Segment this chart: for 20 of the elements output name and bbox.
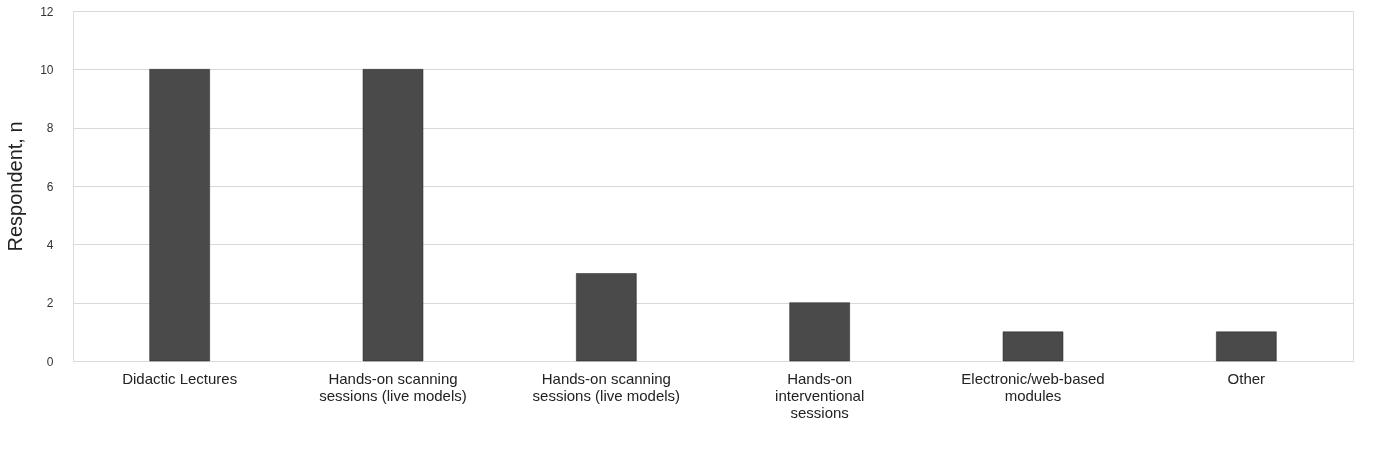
bar	[1216, 331, 1277, 362]
y-axis-title: Respondent, n	[4, 121, 27, 252]
y-tick-label: 10	[40, 62, 54, 77]
x-tick-label: Other	[1227, 369, 1266, 387]
x-tick-label: Didactic Lectures	[122, 369, 238, 387]
x-tick-label: Hands-on scanning sessions (live models)	[319, 369, 467, 404]
x-tick-label: Electronic/web-based modules	[961, 369, 1105, 404]
x-tick-label: Hands-on interventional sessions	[775, 369, 865, 421]
y-tick-label: 2	[46, 296, 54, 311]
x-tick-label: Hands-on scanning sessions (live models)	[532, 369, 681, 404]
bar	[149, 69, 210, 362]
bar	[1002, 331, 1064, 362]
bar	[789, 302, 850, 362]
y-tick-label: 0	[46, 354, 54, 369]
bar	[362, 69, 424, 362]
y-tick-label: 4	[46, 237, 54, 252]
bar	[576, 273, 637, 362]
y-tick-label: 6	[46, 179, 54, 194]
y-tick-label: 12	[40, 4, 54, 19]
y-tick-label: 8	[46, 121, 54, 136]
